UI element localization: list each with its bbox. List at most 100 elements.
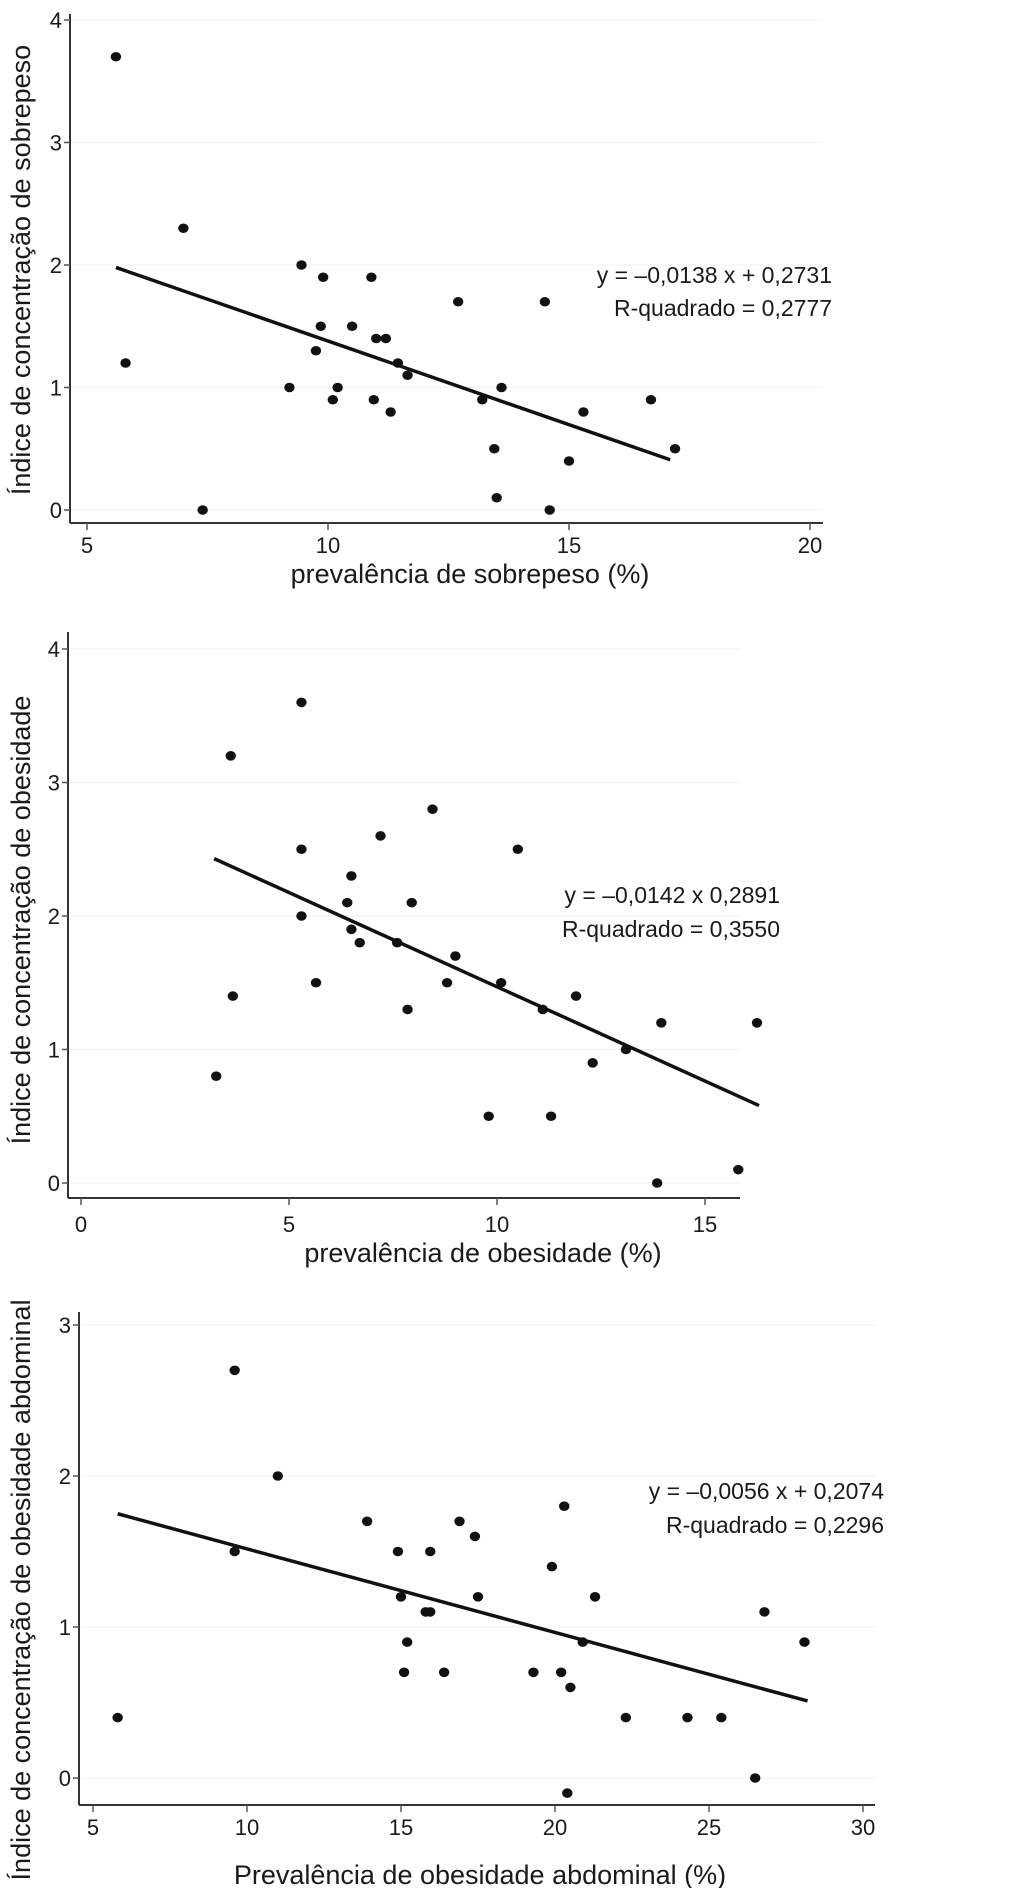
regression-equation: y = –0,0142 x 0,2891	[565, 882, 780, 908]
data-point	[565, 1682, 576, 1693]
r-squared-label: R-quadrado = 0,3550	[562, 916, 780, 942]
x-tick-label: 10	[485, 1212, 509, 1237]
y-tick-label: 0	[50, 498, 62, 523]
data-point	[489, 443, 500, 454]
y-tick-label: 4	[48, 637, 60, 662]
data-point	[211, 1071, 222, 1081]
data-point	[570, 991, 582, 1001]
data-point	[385, 407, 396, 417]
data-point	[441, 977, 453, 988]
data-point	[454, 1516, 465, 1527]
data-point	[391, 937, 403, 948]
data-point	[406, 897, 417, 908]
data-point	[495, 977, 507, 988]
regression-line	[213, 857, 760, 1108]
data-point	[733, 1164, 744, 1175]
data-point	[799, 1637, 810, 1647]
data-point	[392, 1546, 404, 1557]
data-point	[469, 1531, 481, 1542]
y-tick-label: 2	[48, 904, 60, 929]
data-point	[546, 1561, 558, 1572]
x-tick-label: 10	[235, 1815, 259, 1840]
data-point	[354, 937, 365, 948]
data-point	[197, 505, 208, 515]
data-point	[317, 272, 329, 283]
data-point	[427, 804, 438, 814]
data-point	[620, 1044, 632, 1055]
r-squared-label: R-quadrado = 0,2777	[614, 295, 832, 321]
y-tick-label: 1	[59, 1615, 71, 1640]
y-tick-label: 0	[59, 1766, 71, 1791]
data-point	[398, 1667, 410, 1678]
y-axis-title: Índice de concentração de sobrepeso	[6, 45, 36, 495]
data-point	[310, 977, 322, 988]
y-axis-title: Índice de concentração de obesidade	[6, 696, 36, 1145]
data-point	[346, 871, 357, 881]
chart-obesity: 0 1 2 3 4 0 5 10 15 prevalência de obesidade (%)…	[6, 632, 780, 1268]
r-squared-label: R-quadrado = 0,2296	[666, 1512, 884, 1538]
data-point	[402, 370, 413, 381]
data-point	[496, 382, 507, 393]
data-point	[537, 1004, 548, 1015]
data-point	[371, 333, 382, 344]
x-tick-label: 15	[557, 533, 581, 558]
data-point	[669, 443, 681, 454]
data-point	[402, 1004, 413, 1015]
data-point	[751, 1018, 763, 1028]
data-point	[346, 321, 358, 332]
data-point	[284, 382, 295, 393]
x-tick-label: 5	[81, 533, 93, 558]
data-point	[225, 751, 236, 761]
data-point	[368, 394, 379, 405]
y-tick-label: 3	[59, 1313, 71, 1338]
data-point	[120, 358, 131, 368]
data-point	[375, 831, 386, 841]
y-tick-label: 3	[50, 131, 62, 156]
data-point	[545, 1111, 557, 1122]
chart-abdominal-obesity: 0 1 2 3 5 10 15 20 25 30 Prevalência de obesidade…	[6, 1300, 884, 1888]
data-point	[346, 924, 357, 935]
data-point	[380, 333, 392, 344]
x-axis-title: prevalência de obesidade (%)	[304, 1238, 661, 1268]
data-point	[395, 1592, 407, 1602]
data-point	[578, 407, 589, 417]
data-point	[759, 1607, 770, 1617]
y-tick-label: 4	[50, 8, 62, 33]
data-point	[483, 1111, 494, 1122]
data-point	[229, 1546, 240, 1557]
x-tick-label: 25	[697, 1815, 721, 1840]
data-point	[656, 1018, 667, 1028]
chart-overweight: 0 1 2 3 4 5 10 15 20 prevalência de sobrepeso (%…	[6, 8, 832, 589]
x-axis-title: Prevalência de obesidade abdominal (%)	[234, 1860, 726, 1888]
y-tick-label: 3	[48, 771, 60, 796]
data-point	[425, 1607, 436, 1617]
regression-equation: y = –0,0056 x + 0,2074	[649, 1478, 885, 1504]
data-point	[563, 456, 575, 466]
data-point	[401, 1637, 413, 1647]
data-point	[587, 1058, 598, 1068]
data-point	[450, 951, 461, 961]
regression-equation: y = –0,0138 x + 0,2731	[597, 262, 832, 288]
data-point	[110, 51, 122, 62]
data-point	[682, 1712, 693, 1723]
data-point	[361, 1516, 373, 1527]
data-point	[562, 1788, 573, 1798]
data-point	[310, 345, 322, 356]
data-point	[620, 1712, 632, 1723]
data-point	[112, 1712, 123, 1723]
data-point	[716, 1712, 727, 1723]
data-point	[342, 897, 353, 908]
x-tick-label: 5	[87, 1815, 99, 1840]
data-point	[296, 260, 307, 270]
data-point	[366, 272, 377, 283]
y-tick-label: 2	[59, 1464, 71, 1489]
data-point	[296, 844, 307, 855]
data-point	[227, 991, 239, 1001]
data-point	[477, 394, 488, 405]
data-point	[589, 1592, 601, 1602]
x-tick-label: 0	[75, 1212, 87, 1237]
y-tick-label: 0	[48, 1171, 60, 1196]
data-point	[528, 1667, 539, 1678]
y-tick-label: 1	[50, 376, 62, 401]
x-axis-title: prevalência de sobrepeso (%)	[291, 559, 650, 589]
